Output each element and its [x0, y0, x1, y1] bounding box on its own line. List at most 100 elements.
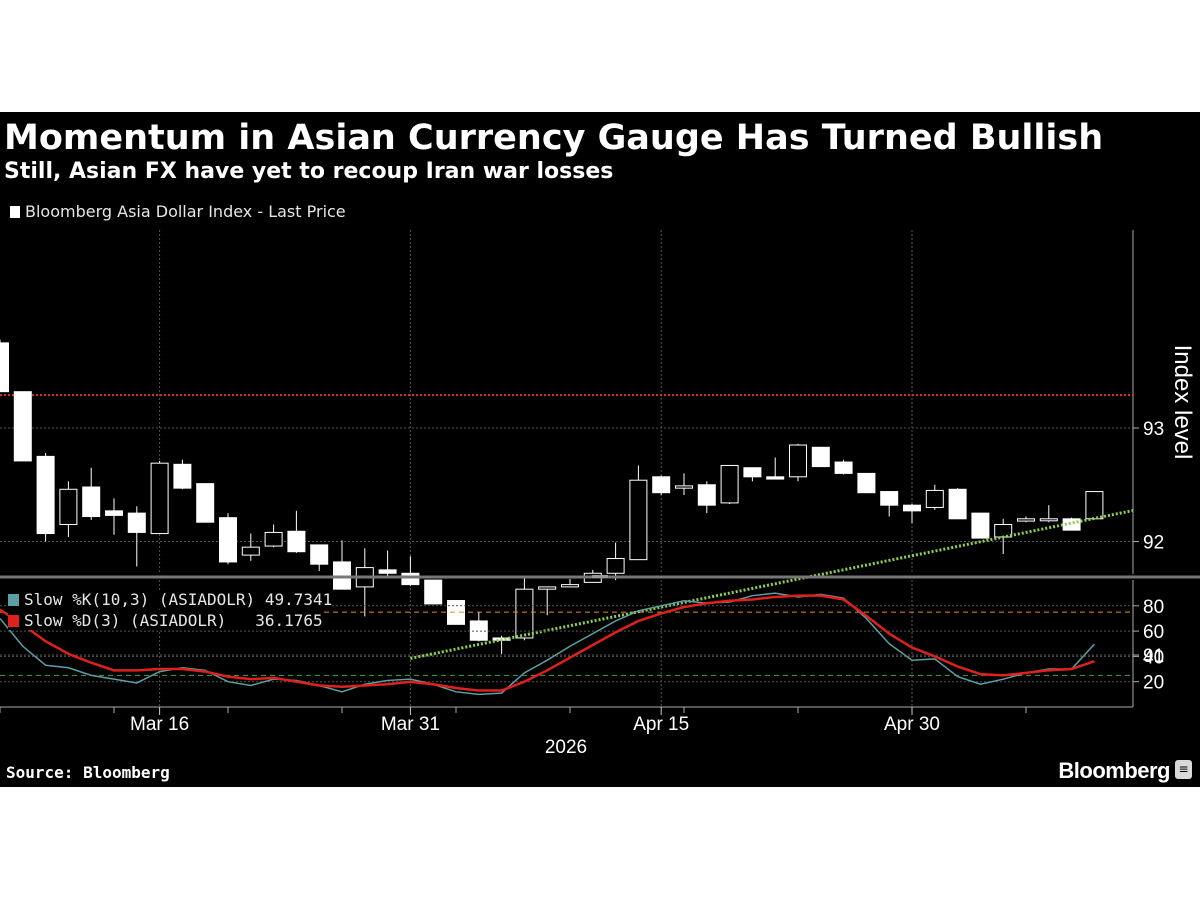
trend-line	[410, 509, 1134, 660]
candle-body-down	[82, 486, 101, 518]
candle	[743, 467, 762, 482]
candle	[173, 459, 192, 490]
candle-body-up	[1085, 491, 1104, 520]
osc-ytick-label: 20	[1143, 673, 1164, 694]
price-ytick-label: 91	[1143, 646, 1164, 667]
candle	[13, 391, 32, 462]
candle	[333, 540, 351, 590]
candle-body-up	[150, 462, 169, 535]
candle	[675, 473, 693, 495]
candle-body-down	[447, 600, 465, 625]
candle	[948, 488, 967, 520]
slow-d-value: 36.1765	[255, 611, 323, 630]
candle-body-down	[378, 569, 397, 574]
slow-d-line	[0, 594, 1095, 692]
candle-body-down	[743, 467, 762, 478]
candle	[150, 460, 169, 535]
candle-body-down	[834, 461, 853, 474]
candle	[811, 446, 830, 468]
chart-canvas: 91 92 93 Index level 20 40 60 80 Mar 16 Mar 31 Apr…	[0, 230, 1200, 758]
candle-body-up	[561, 584, 579, 588]
x-year-label: 2026	[545, 737, 587, 758]
candle-body-down	[310, 544, 329, 565]
candle-body-up	[538, 586, 557, 590]
candle	[105, 498, 123, 535]
candle	[606, 542, 625, 581]
candle-body-up	[925, 489, 944, 508]
candle	[903, 504, 921, 524]
candle	[1085, 491, 1104, 520]
price-legend-label: Bloomberg Asia Dollar Index - Last Price	[25, 202, 346, 221]
candle-body-down	[652, 476, 671, 494]
candle-body-down	[766, 476, 785, 480]
price-y-axis-label: Index level	[1169, 345, 1196, 460]
candle-body-up	[720, 464, 739, 504]
slow-d-label: Slow %D(3) (ASIADOLR)	[24, 611, 227, 630]
candle	[652, 475, 671, 495]
candle	[766, 457, 785, 480]
candle	[857, 472, 876, 494]
candle	[1017, 516, 1035, 523]
slow-k-label: Slow %K(10,3) (ASIADOLR)	[24, 590, 256, 609]
candle	[561, 578, 579, 588]
price-ytick-label: 93	[1143, 419, 1164, 440]
candle	[219, 513, 237, 565]
candle	[424, 579, 443, 605]
candle-body-down	[697, 484, 716, 506]
x-tick-label: Mar 16	[130, 714, 189, 735]
candle-body-up	[629, 479, 648, 561]
candle-body-down	[971, 512, 990, 539]
candle-body-down	[880, 491, 899, 506]
candle-body-down	[469, 620, 488, 641]
candle	[925, 484, 944, 510]
osc-ytick-label: 40	[1143, 647, 1164, 668]
candle	[287, 510, 306, 553]
candle	[697, 481, 716, 514]
candle-body-down	[811, 446, 830, 468]
candle	[538, 586, 557, 616]
price-legend: Bloomberg Asia Dollar Index - Last Price	[10, 202, 346, 221]
slow-k-legend: Slow %K(10,3) (ASIADOLR) 49.7341	[8, 590, 333, 609]
chart-panel: Momentum in Asian Currency Gauge Has Tur…	[0, 112, 1200, 787]
candle-body-down	[219, 517, 237, 563]
osc-ytick-label: 60	[1143, 622, 1164, 643]
candle	[36, 452, 55, 542]
candle	[789, 443, 807, 482]
candle	[447, 600, 465, 625]
brand-logo: Bloomberg	[1058, 758, 1170, 783]
candle-body-down	[173, 463, 192, 489]
candle	[82, 467, 101, 520]
candle	[880, 491, 899, 517]
candle-body-up	[606, 558, 625, 574]
candle-body-down	[287, 530, 306, 553]
candle-body-down	[401, 572, 420, 586]
candle	[310, 544, 329, 572]
slow-k-value: 49.7341	[264, 590, 333, 609]
candle-body-up	[1017, 518, 1035, 522]
x-tick-label: Apr 15	[633, 714, 689, 735]
candle	[834, 459, 853, 475]
candle-body-up	[264, 531, 283, 547]
candle-body-down	[196, 483, 215, 523]
candle	[1039, 505, 1058, 523]
candle-body-up	[515, 588, 534, 639]
candle	[264, 524, 283, 548]
candle	[971, 512, 990, 539]
candle-body-up	[1039, 518, 1058, 522]
candle	[1062, 517, 1081, 531]
slow-d-legend: Slow %D(3) (ASIADOLR) 36.1765	[8, 611, 323, 630]
candle-body-down	[857, 472, 876, 494]
slow-k-line	[0, 592, 1095, 696]
candle	[127, 506, 146, 567]
candle-body-down	[424, 579, 443, 605]
candle	[0, 339, 9, 393]
candle	[720, 464, 739, 505]
price-ytick-label: 92	[1143, 533, 1164, 554]
source-note: Source: Bloomberg	[6, 763, 170, 782]
bloomberg-chart-icon: ≡	[1175, 760, 1192, 779]
candle-body-down	[36, 455, 55, 535]
candle	[59, 481, 78, 537]
panel-splitter-handle	[592, 575, 608, 578]
x-tick-label: Apr 30	[884, 714, 940, 735]
candle	[196, 483, 215, 523]
